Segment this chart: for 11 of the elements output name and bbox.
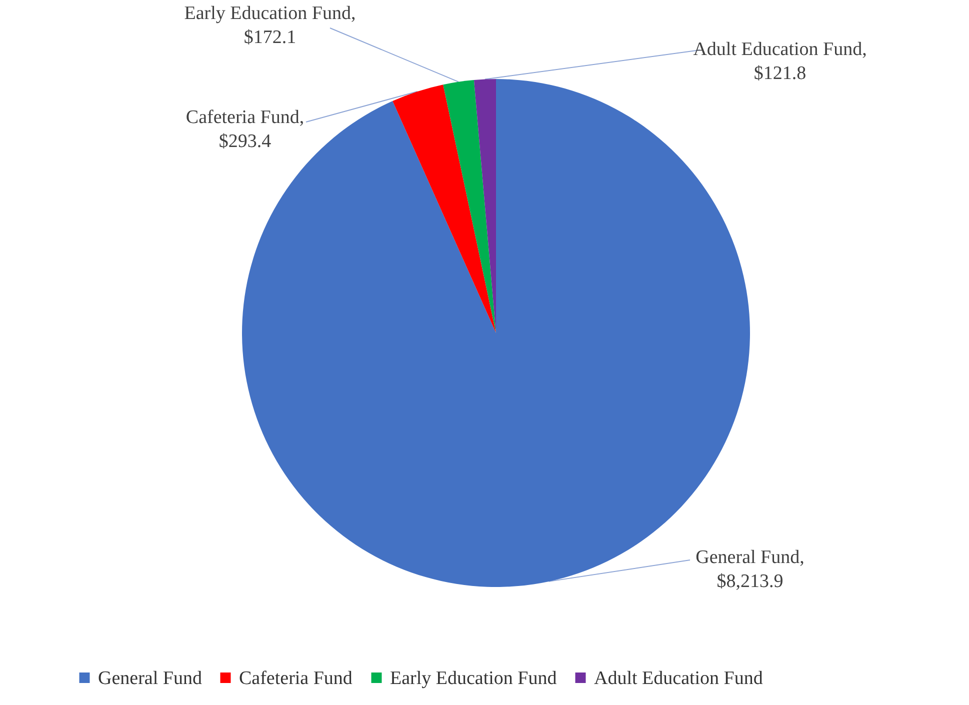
legend-label: Adult Education Fund <box>594 668 764 689</box>
data-label: Early Education Fund, $172.1 <box>184 3 356 48</box>
legend-label: Early Education Fund <box>390 668 558 689</box>
pie-slice <box>443 80 496 333</box>
pie-slice <box>474 79 496 333</box>
legend-label: General Fund <box>98 668 202 689</box>
pie-slice <box>392 84 496 333</box>
legend-label: Cafeteria Fund <box>239 668 353 689</box>
data-label: Adult Education Fund, $121.8 <box>693 39 867 84</box>
data-label: General Fund, $8,213.9 <box>696 547 804 592</box>
data-label: Cafeteria Fund, $293.4 <box>186 107 304 152</box>
